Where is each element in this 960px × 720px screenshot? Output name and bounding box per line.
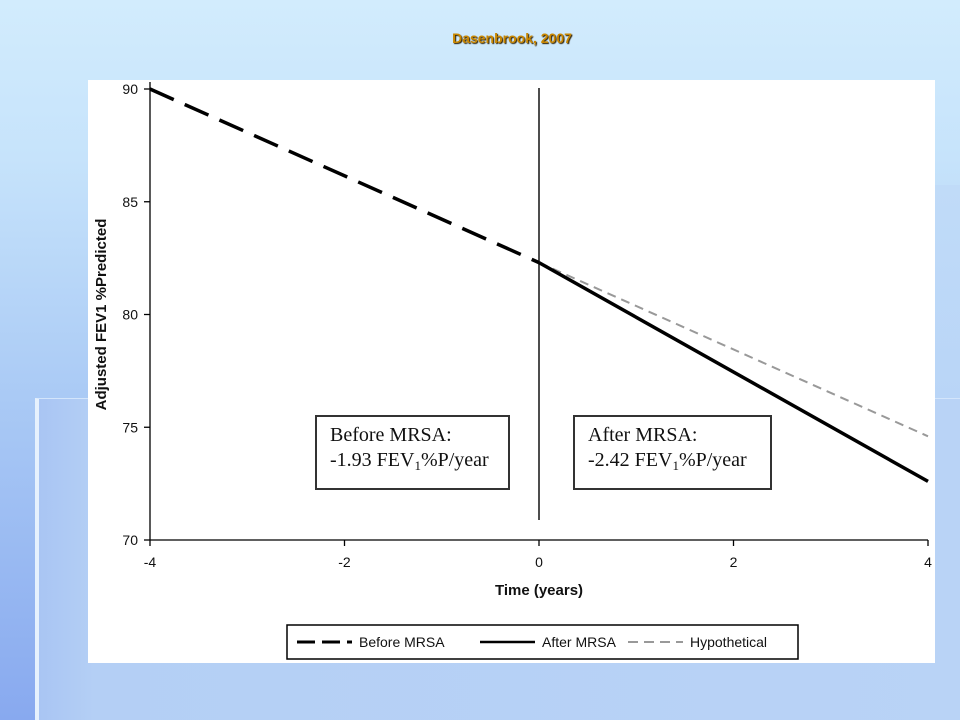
annotation-rate-subscript: 1 <box>414 458 421 473</box>
x-tick-label: 4 <box>924 554 932 570</box>
annotation-after-mrsa: After MRSA: -2.42 FEV1%P/year <box>573 415 772 490</box>
annotation-rate-prefix: -1.93 FEV <box>330 449 415 471</box>
y-tick-label: 75 <box>122 419 138 435</box>
annotation-rate-prefix: -2.42 FEV <box>588 449 673 471</box>
y-axis-title: Adjusted FEV1 %Predicted <box>93 219 110 411</box>
annotation-rate: -2.42 FEV1%P/year <box>588 448 770 473</box>
chart-panel: 70 75 80 85 90 -4 -2 0 2 4 Time (years) Adjusted FE… <box>88 80 935 663</box>
annotation-rate-suffix: %P/year <box>678 449 747 471</box>
slide-title: Dasenbrook, 2007 <box>452 30 572 46</box>
legend-box <box>286 624 799 660</box>
legend-label: After MRSA <box>542 634 617 650</box>
legend-label: Hypothetical <box>690 634 767 650</box>
annotation-rate-subscript: 1 <box>672 458 679 473</box>
legend-item-before-mrsa: Before MRSA <box>297 634 445 650</box>
series-line-hypothetical <box>538 261 929 438</box>
x-tick-label: 0 <box>535 554 543 570</box>
annotation-rate: -1.93 FEV1%P/year <box>330 448 508 473</box>
x-tick-label: 2 <box>730 554 738 570</box>
annotation-before-mrsa: Before MRSA: -1.93 FEV1%P/year <box>315 415 510 490</box>
x-tick-label: -4 <box>144 554 157 570</box>
y-tick-label: 80 <box>122 307 138 323</box>
legend: Before MRSA After MRSA Hypothetical <box>286 624 799 660</box>
legend-label: Before MRSA <box>359 634 445 650</box>
annotation-heading: After MRSA: <box>588 424 698 446</box>
legend-item-after-mrsa: After MRSA <box>480 634 617 650</box>
x-tick-label: -2 <box>338 554 351 570</box>
legend-item-hypothetical: Hypothetical <box>628 634 767 650</box>
annotation-heading: Before MRSA: <box>330 424 452 446</box>
y-tick-label: 70 <box>122 532 138 548</box>
line-chart: 70 75 80 85 90 -4 -2 0 2 4 Time (years) Adjusted FE… <box>93 81 932 660</box>
annotation-rate-suffix: %P/year <box>420 449 489 471</box>
x-axis-title: Time (years) <box>495 582 583 599</box>
series-line-before-mrsa <box>149 87 540 265</box>
series-line-after-mrsa <box>538 261 929 483</box>
y-tick-label: 85 <box>122 194 138 210</box>
y-tick-label: 90 <box>122 81 138 97</box>
